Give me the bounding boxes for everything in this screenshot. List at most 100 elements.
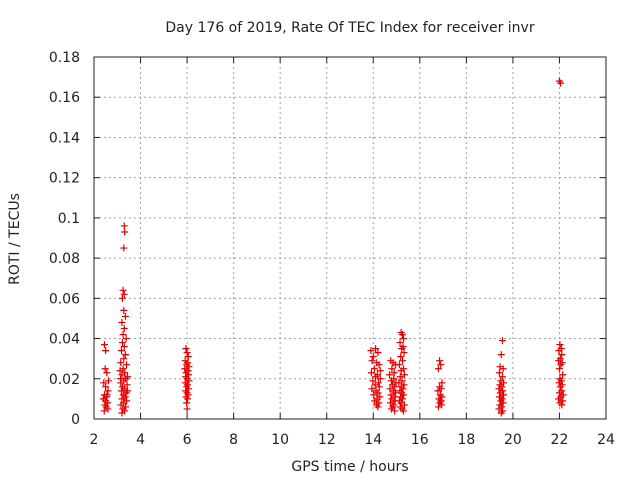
data-point xyxy=(438,379,446,387)
y-tick-label: 0.16 xyxy=(49,90,80,106)
data-point xyxy=(118,318,126,326)
data-point xyxy=(400,371,408,379)
data-point xyxy=(400,401,408,409)
data-point xyxy=(395,361,403,369)
data-point xyxy=(371,397,379,405)
y-tick-label: 0.08 xyxy=(49,251,80,267)
data-point xyxy=(400,349,408,357)
data-point xyxy=(434,365,442,373)
x-tick-label: 2 xyxy=(90,432,99,448)
data-point xyxy=(497,351,505,359)
data-point xyxy=(117,347,125,355)
data-point xyxy=(124,387,132,395)
data-point xyxy=(497,409,505,417)
data-point xyxy=(500,379,508,387)
data-point xyxy=(397,367,405,375)
data-point xyxy=(374,403,382,411)
y-axis-label: ROTI / TECUs xyxy=(7,193,23,285)
x-tick-label: 6 xyxy=(183,432,192,448)
data-point xyxy=(367,369,375,377)
data-point xyxy=(100,407,108,415)
data-point xyxy=(124,373,132,381)
data-point xyxy=(120,244,128,252)
x-tick-label: 24 xyxy=(597,432,615,448)
data-point xyxy=(391,383,399,391)
data-point xyxy=(375,383,383,391)
data-point xyxy=(185,377,193,385)
axis-ticks: 2 4 6 8 10 12 14 16 18 20 22 2400.020.040.060.080.1… xyxy=(49,50,615,448)
data-point xyxy=(388,365,396,373)
data-point xyxy=(183,399,191,407)
y-tick-label: 0.12 xyxy=(49,171,80,187)
data-point xyxy=(183,405,191,413)
data-point xyxy=(121,351,129,359)
data-point xyxy=(434,403,442,411)
data-point xyxy=(376,367,384,375)
data-point xyxy=(99,395,107,403)
data-point xyxy=(102,383,110,391)
data-point xyxy=(117,359,125,367)
data-point xyxy=(369,377,377,385)
data-point xyxy=(372,373,380,381)
data-point xyxy=(369,353,377,361)
data-point xyxy=(498,337,506,345)
data-point xyxy=(396,339,404,347)
data-point xyxy=(104,377,112,385)
data-point xyxy=(120,355,128,363)
data-point xyxy=(374,349,382,357)
data-point xyxy=(400,407,408,415)
data-point xyxy=(397,353,405,361)
data-point xyxy=(498,373,506,381)
data-point xyxy=(100,379,108,387)
x-tick-label: 16 xyxy=(411,432,429,448)
data-point xyxy=(398,345,406,353)
data-point xyxy=(558,401,566,409)
data-point xyxy=(372,345,380,353)
data-point xyxy=(399,357,407,365)
data-point xyxy=(556,383,564,391)
data-point xyxy=(500,391,508,399)
data-point xyxy=(117,387,125,395)
data-point xyxy=(390,369,398,377)
data-point xyxy=(184,395,192,403)
data-points xyxy=(99,77,567,417)
data-point xyxy=(387,377,395,385)
x-tick-label: 18 xyxy=(457,432,475,448)
data-point xyxy=(400,335,408,343)
data-point xyxy=(121,228,129,236)
y-tick-label: 0.18 xyxy=(49,50,80,66)
data-point xyxy=(370,391,378,399)
plot-frame xyxy=(93,56,607,420)
data-point xyxy=(120,222,128,230)
x-tick-label: 14 xyxy=(364,432,382,448)
data-point xyxy=(398,331,406,339)
data-point xyxy=(116,367,124,375)
data-point xyxy=(375,361,383,369)
data-point xyxy=(118,339,126,347)
data-point xyxy=(367,347,375,355)
data-point xyxy=(437,361,445,369)
x-tick-label: 22 xyxy=(551,432,569,448)
data-point xyxy=(368,357,376,365)
data-point xyxy=(118,395,126,403)
chart-title: Day 176 of 2019, Rate Of TEC Index for r… xyxy=(165,20,534,36)
data-point xyxy=(120,290,128,298)
data-point xyxy=(182,345,190,353)
data-point xyxy=(103,391,111,399)
data-point xyxy=(123,381,131,389)
data-point xyxy=(117,401,125,409)
data-point xyxy=(118,409,126,417)
data-point xyxy=(555,357,563,365)
data-point xyxy=(120,306,128,314)
data-point xyxy=(559,371,567,379)
data-point xyxy=(122,335,130,343)
data-point xyxy=(395,379,403,387)
data-point xyxy=(121,312,129,320)
data-point xyxy=(120,343,128,351)
x-tick-label: 4 xyxy=(136,432,145,448)
data-point xyxy=(120,325,128,332)
data-point xyxy=(118,371,126,379)
data-point xyxy=(436,357,444,365)
